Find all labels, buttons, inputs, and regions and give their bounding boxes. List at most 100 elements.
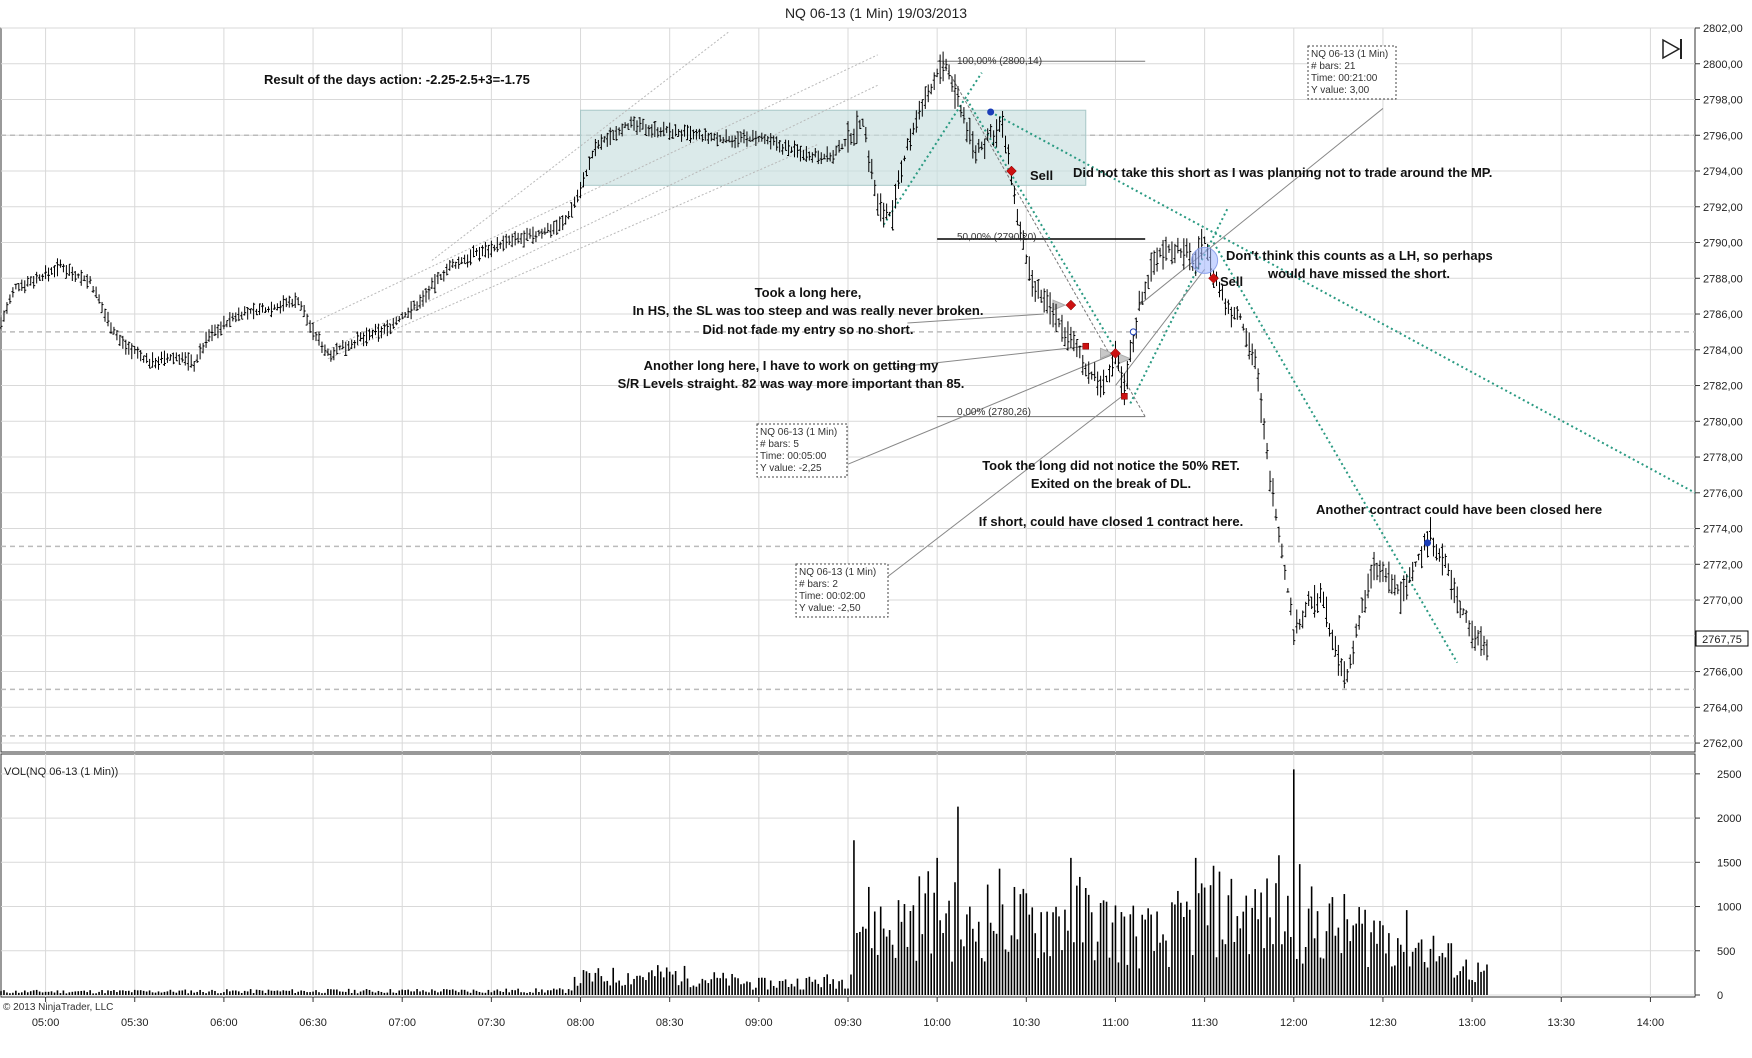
price-bar — [64, 265, 68, 279]
price-bar — [103, 308, 107, 322]
price-bar — [1351, 640, 1355, 665]
long1-annotation-line-2: In HS, the SL was too steep and was real… — [633, 303, 984, 318]
price-bar — [843, 138, 847, 147]
price-bar — [819, 152, 823, 165]
price-bar — [177, 354, 181, 365]
info-box-1-yvalue: Y value: 3,00 — [1311, 85, 1370, 96]
price-bar — [1108, 364, 1112, 383]
price-bar — [1360, 597, 1364, 614]
info-box-1: NQ 06-13 (1 Min) # bars: 21 Time: 00:21:… — [1307, 45, 1397, 100]
price-bar — [1009, 175, 1013, 186]
price-bar — [968, 117, 972, 145]
price-bar — [1232, 307, 1236, 320]
price-bar — [584, 169, 588, 177]
price-bar — [721, 136, 725, 144]
price-bar — [492, 244, 496, 252]
price-bar — [139, 350, 143, 362]
price-bar — [76, 273, 80, 279]
price-bar — [879, 193, 883, 222]
info-box-1-time: Time: 00:21:00 — [1311, 73, 1378, 84]
price-bar — [641, 118, 645, 130]
price-bar — [406, 307, 410, 318]
info-box-3-time: Time: 00:02:00 — [799, 591, 866, 602]
price-bar — [88, 276, 92, 285]
price-bar — [35, 271, 39, 284]
chart-scroll-end-icon[interactable] — [1660, 37, 1684, 61]
price-y-tick-label-20: 2802,00 — [1703, 23, 1743, 35]
long1-annotation-line-3: Did not fade my entry so no short. — [703, 322, 914, 337]
price-bar — [1322, 591, 1326, 609]
price-bar — [266, 306, 270, 313]
price-bar — [382, 323, 386, 334]
price-bar — [293, 292, 297, 308]
price-bar — [394, 316, 398, 326]
price-bar — [1220, 284, 1224, 301]
price-bar — [216, 324, 220, 339]
last-price-badge-box — [1695, 630, 1749, 647]
price-bar — [1357, 615, 1361, 630]
price-bar — [683, 124, 687, 137]
price-bar — [739, 131, 743, 143]
price-bar — [115, 330, 119, 341]
vol-y-tick-label-5: 2500 — [1717, 769, 1741, 781]
price-y-tick-label-5: 2772,00 — [1703, 559, 1743, 571]
price-bar — [754, 130, 758, 146]
price-bar — [314, 331, 318, 342]
price-bar — [555, 219, 559, 236]
price-bar — [543, 227, 547, 235]
price-bar — [998, 116, 1002, 133]
price-y-tick-label-13: 2788,00 — [1703, 273, 1743, 285]
x-tick-label-17: 13:30 — [1547, 1017, 1575, 1029]
price-bar — [165, 353, 169, 363]
price-bar — [1069, 326, 1073, 349]
price-bar — [686, 124, 690, 141]
price-bar — [1125, 360, 1129, 390]
price-bar — [923, 86, 927, 109]
price-bar — [26, 276, 30, 287]
price-bar — [207, 329, 211, 342]
price-bar — [540, 228, 544, 239]
price-bar — [1405, 573, 1409, 600]
price-bar — [118, 334, 122, 347]
price-bar — [662, 121, 666, 137]
price-bar — [787, 140, 791, 157]
info-box-2-yvalue: Y value: -2,25 — [760, 463, 822, 474]
price-bar — [965, 122, 969, 143]
price-bar — [475, 248, 479, 256]
price-bar — [1479, 626, 1483, 656]
price-bar — [463, 254, 467, 265]
price-bar — [831, 150, 835, 164]
price-bar — [614, 126, 618, 141]
price-bar — [252, 302, 256, 320]
price-bar — [296, 297, 300, 306]
price-bar — [424, 287, 428, 303]
price-bar — [127, 341, 131, 355]
price-bar — [1316, 593, 1320, 613]
price-bar — [1402, 575, 1406, 602]
price-bar — [745, 131, 749, 147]
price-bar — [1075, 338, 1079, 358]
price-bar — [430, 277, 434, 290]
price-bar — [1310, 596, 1314, 610]
price-y-tick-label-9: 2780,00 — [1703, 416, 1743, 428]
price-bar — [1119, 366, 1123, 396]
price-bar — [433, 273, 437, 294]
price-bar — [1084, 363, 1088, 377]
info-box-3-yvalue: Y value: -2,50 — [799, 603, 861, 614]
info-box-2-bars: # bars: 5 — [760, 439, 799, 450]
price-bar — [807, 151, 811, 161]
price-bar — [1345, 669, 1349, 683]
price-bar — [240, 311, 244, 320]
price-bar — [891, 200, 895, 231]
price-bar — [344, 341, 348, 356]
x-tick-label-7: 08:30 — [656, 1017, 684, 1029]
price-bar — [174, 352, 178, 362]
price-bar — [671, 129, 675, 139]
price-bar — [772, 135, 776, 146]
price-y-tick-label-14: 2790,00 — [1703, 238, 1743, 250]
price-bar — [67, 263, 71, 276]
price-bar — [1458, 600, 1462, 619]
price-bar — [804, 146, 808, 162]
price-bar — [932, 72, 936, 91]
price-bar — [1443, 553, 1447, 569]
